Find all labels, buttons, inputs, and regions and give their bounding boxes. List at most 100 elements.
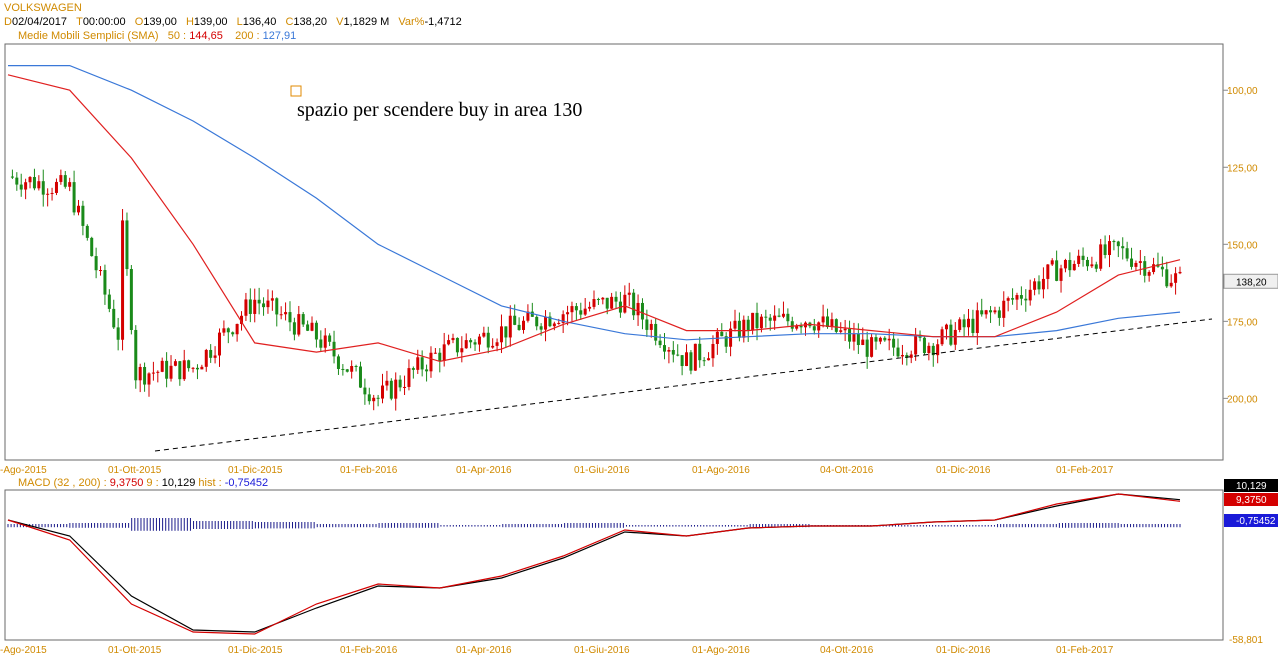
- candle-body: [742, 319, 746, 338]
- candle-body: [394, 379, 398, 399]
- price-tick-label: 150,00: [1227, 240, 1258, 251]
- candle-body: [442, 344, 446, 361]
- candle-body: [905, 355, 909, 358]
- candle-body: [993, 310, 997, 313]
- candle-body: [10, 176, 14, 178]
- price-tick-label: 200,00: [1227, 394, 1258, 405]
- candle-body: [363, 387, 367, 395]
- candle-body: [32, 177, 36, 189]
- candle-body: [1063, 259, 1067, 269]
- candle-body: [107, 294, 111, 309]
- candle-body: [1050, 260, 1054, 265]
- candle-body: [874, 337, 878, 342]
- macd-header-part: 10,129: [162, 477, 199, 489]
- sma50-line: [7, 74, 1181, 363]
- candle-body: [209, 349, 213, 358]
- candle-body: [746, 319, 750, 331]
- candle-body: [579, 310, 583, 315]
- candle-body: [416, 357, 420, 370]
- candle-body: [1108, 241, 1112, 256]
- candle-body: [535, 316, 539, 327]
- candle-body: [292, 322, 296, 335]
- candle-body: [112, 308, 116, 328]
- candle-body: [852, 334, 856, 342]
- header-value: 02/04/2017: [11, 16, 71, 28]
- header-key: T: [76, 16, 83, 28]
- candle-body: [640, 302, 644, 320]
- candle-body: [125, 220, 129, 270]
- candle-body: [173, 361, 177, 366]
- candle-body: [1112, 241, 1116, 243]
- candle-body: [323, 335, 327, 348]
- macd-date-label: 01-Dic-2016: [936, 645, 991, 656]
- date-label: 01-Giu-2016: [574, 465, 630, 476]
- ohlc-header: D02/04/2017 T00:00:00 O139,00 H139,00 L1…: [4, 16, 468, 28]
- candle-body: [526, 311, 530, 321]
- candle-body: [967, 318, 971, 328]
- candle-body: [165, 360, 169, 379]
- candle-body: [878, 337, 882, 342]
- macd-date-label: 01-Ott-2015: [108, 645, 162, 656]
- candle-body: [187, 360, 191, 369]
- axes: 200,00 175,00 150,00 125,00 100,00 138,20 -Ago…: [0, 86, 1278, 656]
- candle-body: [927, 345, 931, 354]
- candle-body: [376, 397, 380, 399]
- macd-header-part: 9 :: [146, 477, 161, 489]
- candle-body: [284, 312, 288, 315]
- candle-body: [768, 317, 772, 321]
- candle-body: [737, 320, 741, 338]
- macd-date-label: 01-Ago-2016: [692, 645, 750, 656]
- candle-body: [24, 182, 28, 190]
- candle-body: [288, 312, 292, 323]
- candle-body: [1055, 260, 1059, 281]
- candle-body: [350, 366, 354, 372]
- candle-body: [495, 342, 499, 346]
- candle-body: [777, 315, 781, 317]
- candle-body: [795, 325, 799, 329]
- candle-body: [583, 308, 587, 315]
- candle-body: [429, 352, 433, 372]
- candle-body: [121, 220, 125, 340]
- annotation-text: spazio per scendere buy in area 130: [297, 99, 582, 121]
- header-key: C: [285, 16, 294, 28]
- candle-body: [623, 294, 627, 313]
- candle-body: [1125, 248, 1129, 259]
- candle-body: [693, 343, 697, 371]
- candle-body: [473, 342, 477, 345]
- candle-body: [1024, 298, 1028, 301]
- price-panel-frame: [4, 43, 1224, 461]
- candle-body: [19, 184, 23, 190]
- candle-body: [614, 296, 618, 302]
- candle-body: [85, 225, 89, 238]
- candle-body: [358, 366, 362, 388]
- candle-body: [649, 323, 653, 330]
- candle-body: [830, 319, 834, 328]
- candle-body: [28, 177, 32, 183]
- candle-body: [817, 322, 821, 331]
- date-label: 01-Ott-2015: [108, 465, 162, 476]
- candle-body: [50, 192, 54, 194]
- candle-body: [54, 181, 58, 193]
- candle-body: [319, 339, 323, 348]
- candle-body: [1174, 273, 1178, 283]
- candle-body: [962, 319, 966, 328]
- candle-body: [1147, 272, 1151, 276]
- candle-body: [557, 322, 561, 324]
- candle-body: [1169, 282, 1173, 287]
- candle-body: [59, 175, 63, 182]
- macd-hist-tag: -0,75452: [1236, 516, 1276, 527]
- candle-body: [68, 182, 72, 187]
- candle-body: [226, 328, 230, 333]
- candle-body: [887, 338, 891, 341]
- candle-body: [1116, 241, 1120, 247]
- candle-body: [504, 326, 508, 338]
- macd-line: [7, 493, 1181, 635]
- candle-body: [491, 345, 495, 348]
- candle-body: [244, 299, 248, 316]
- candle-body: [169, 365, 173, 379]
- candle-body: [764, 316, 768, 318]
- header-key: L: [236, 16, 243, 28]
- candle-body: [799, 325, 803, 328]
- candle-body: [601, 297, 605, 300]
- symbol-name: VOLKSWAGEN: [4, 2, 82, 14]
